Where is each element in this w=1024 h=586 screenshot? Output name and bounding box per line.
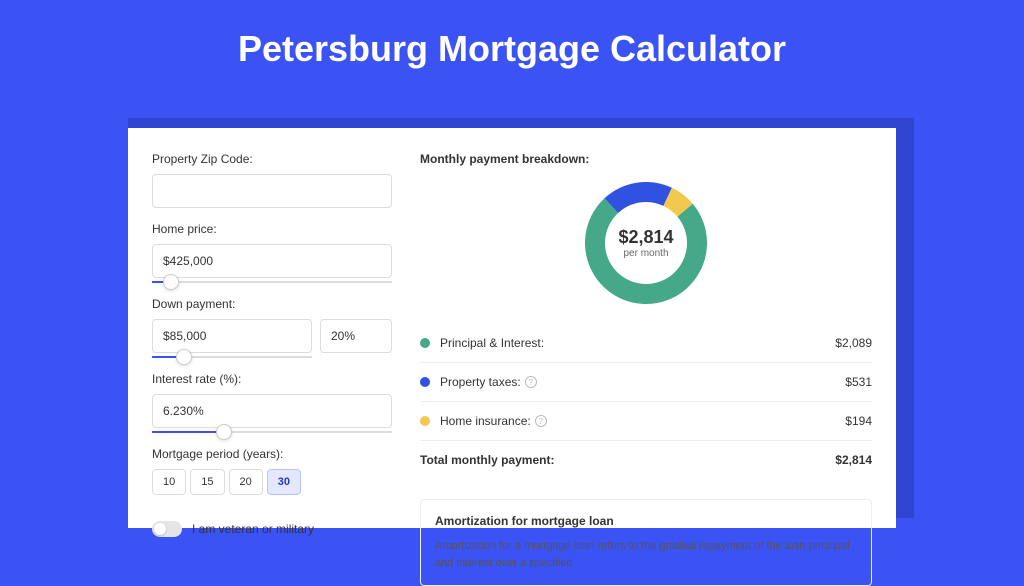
veteran-label: I am veteran or military xyxy=(192,522,314,536)
home-price-label: Home price: xyxy=(152,222,392,236)
interest-rate-label: Interest rate (%): xyxy=(152,372,392,386)
legend-row: Property taxes: ?$531 xyxy=(420,363,872,402)
breakdown-title: Monthly payment breakdown: xyxy=(420,152,872,166)
period-button-10[interactable]: 10 xyxy=(152,469,186,495)
down-payment-label: Down payment: xyxy=(152,297,392,311)
legend-label: Home insurance: ? xyxy=(440,414,845,428)
page-title: Petersburg Mortgage Calculator xyxy=(0,0,1024,94)
legend-dot xyxy=(420,338,430,348)
breakdown-column: Monthly payment breakdown: $2,814 per mo… xyxy=(420,152,872,504)
legend-value: $194 xyxy=(845,414,872,428)
zip-group: Property Zip Code: xyxy=(152,152,392,208)
total-value: $2,814 xyxy=(835,453,872,467)
legend-dot xyxy=(420,377,430,387)
help-icon[interactable]: ? xyxy=(535,415,547,427)
legend-row: Principal & Interest:$2,089 xyxy=(420,324,872,363)
down-payment-slider-thumb[interactable] xyxy=(176,349,192,365)
amortization-text: Amortization for a mortgage loan refers … xyxy=(435,538,857,571)
home-price-slider-thumb[interactable] xyxy=(163,274,179,290)
legend-label: Property taxes: ? xyxy=(440,375,845,389)
zip-label: Property Zip Code: xyxy=(152,152,392,166)
down-payment-amount-input[interactable]: $85,000 xyxy=(152,319,312,353)
donut-wrap: $2,814 per month xyxy=(420,182,872,304)
home-price-input[interactable]: $425,000 xyxy=(152,244,392,278)
donut-center-sub: per month xyxy=(623,248,668,259)
down-payment-group: Down payment: $85,000 20% xyxy=(152,297,392,358)
interest-rate-slider[interactable] xyxy=(152,431,392,433)
calculator-card: Property Zip Code: Home price: $425,000 … xyxy=(128,128,896,528)
amortization-title: Amortization for mortgage loan xyxy=(435,514,857,528)
help-icon[interactable]: ? xyxy=(525,376,537,388)
home-price-group: Home price: $425,000 xyxy=(152,222,392,283)
legend-value: $2,089 xyxy=(835,336,872,350)
legend-row: Home insurance: ?$194 xyxy=(420,402,872,441)
total-label: Total monthly payment: xyxy=(420,453,835,467)
donut-center-value: $2,814 xyxy=(618,227,673,248)
period-group: Mortgage period (years): 10152030 xyxy=(152,447,392,495)
home-price-slider[interactable] xyxy=(152,281,392,283)
zip-input[interactable] xyxy=(152,174,392,208)
legend-value: $531 xyxy=(845,375,872,389)
down-payment-percent-input[interactable]: 20% xyxy=(320,319,392,353)
interest-rate-slider-thumb[interactable] xyxy=(216,424,232,440)
interest-rate-input[interactable]: 6.230% xyxy=(152,394,392,428)
period-button-20[interactable]: 20 xyxy=(229,469,263,495)
amortization-box: Amortization for mortgage loan Amortizat… xyxy=(420,499,872,586)
veteran-row: I am veteran or military xyxy=(152,521,392,537)
payment-donut-chart: $2,814 per month xyxy=(585,182,707,304)
down-payment-slider[interactable] xyxy=(152,356,312,358)
period-button-15[interactable]: 15 xyxy=(190,469,224,495)
total-row: Total monthly payment: $2,814 xyxy=(420,441,872,479)
interest-rate-group: Interest rate (%): 6.230% xyxy=(152,372,392,433)
legend-dot xyxy=(420,416,430,426)
period-label: Mortgage period (years): xyxy=(152,447,392,461)
veteran-toggle[interactable] xyxy=(152,521,182,537)
period-button-30[interactable]: 30 xyxy=(267,469,301,495)
legend-label: Principal & Interest: xyxy=(440,336,835,350)
form-column: Property Zip Code: Home price: $425,000 … xyxy=(152,152,392,504)
